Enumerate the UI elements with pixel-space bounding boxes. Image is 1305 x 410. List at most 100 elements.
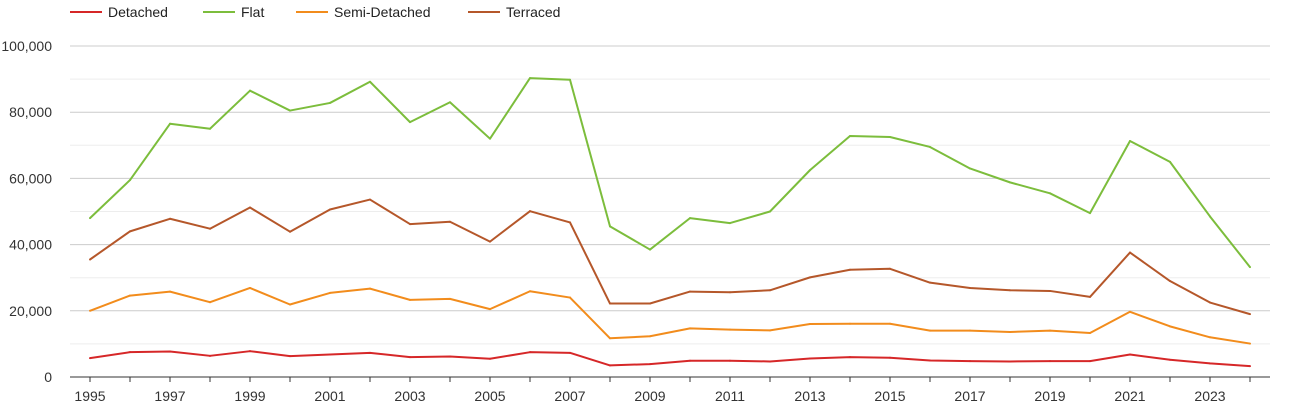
data-point [689, 290, 691, 293]
data-point [169, 122, 171, 125]
data-point [1009, 330, 1011, 333]
data-point [129, 294, 131, 297]
data-point [489, 240, 491, 243]
x-tick-label: 2017 [954, 388, 985, 404]
data-point [529, 351, 531, 354]
series-line [89, 77, 1251, 268]
data-point [809, 323, 811, 326]
data-point [289, 109, 291, 112]
data-point [609, 337, 611, 340]
x-tick-label: 1997 [154, 388, 185, 404]
legend-item: Semi-Detached [296, 4, 431, 20]
data-point [369, 351, 371, 354]
data-point [889, 322, 891, 325]
data-point [809, 357, 811, 360]
data-point [89, 217, 91, 220]
data-point [929, 359, 931, 362]
data-point [809, 276, 811, 279]
data-point [169, 290, 171, 293]
data-point [89, 309, 91, 312]
data-point [609, 302, 611, 305]
data-point [849, 135, 851, 138]
data-point [329, 353, 331, 356]
data-point [889, 136, 891, 139]
data-point [649, 363, 651, 366]
data-point [129, 179, 131, 182]
data-point [769, 329, 771, 332]
series-line [89, 350, 1251, 368]
data-point [649, 248, 651, 251]
data-point [969, 286, 971, 289]
legend-label: Flat [241, 4, 264, 20]
data-point [1009, 289, 1011, 292]
data-point [1249, 365, 1251, 368]
data-point [289, 230, 291, 233]
data-point [649, 335, 651, 338]
data-point [369, 198, 371, 201]
data-point [729, 328, 731, 331]
x-tick-label: 2007 [554, 388, 585, 404]
data-point [89, 258, 91, 261]
data-point [569, 351, 571, 354]
series-flat [89, 77, 1251, 269]
data-point [1249, 313, 1251, 316]
x-tick-label: 2005 [474, 388, 505, 404]
data-point [409, 223, 411, 226]
data-point [209, 354, 211, 357]
data-point [249, 206, 251, 209]
data-point [929, 329, 931, 332]
x-tick-label: 2013 [794, 388, 825, 404]
data-point [969, 360, 971, 363]
y-tick-label: 60,000 [9, 170, 52, 186]
data-point [1209, 336, 1211, 339]
data-point [329, 208, 331, 211]
data-point [409, 356, 411, 359]
x-tick-label: 2003 [394, 388, 425, 404]
data-point [369, 287, 371, 290]
data-point [849, 268, 851, 271]
data-point [1089, 360, 1091, 363]
y-tick-label: 0 [44, 369, 52, 385]
x-tick-label: 1999 [234, 388, 265, 404]
data-point [929, 281, 931, 284]
data-point [1169, 325, 1171, 328]
data-point [1249, 266, 1251, 269]
data-point [129, 230, 131, 233]
data-point [1209, 301, 1211, 304]
data-point [449, 355, 451, 358]
data-point [1089, 331, 1091, 334]
data-point [1049, 289, 1051, 292]
series-lines [89, 77, 1251, 368]
data-point [689, 359, 691, 362]
data-point [969, 329, 971, 332]
axes: 0 20,000 40,000 60,000 80,000 100,000 1995 1997… [1, 38, 1270, 404]
data-point [449, 101, 451, 104]
data-point [609, 364, 611, 367]
data-point [1129, 251, 1131, 254]
legend-item: Flat [203, 4, 264, 20]
data-point [529, 290, 531, 293]
data-point [849, 356, 851, 359]
data-point [1129, 310, 1131, 313]
data-point [649, 302, 651, 305]
data-point [409, 121, 411, 124]
data-point [1049, 192, 1051, 195]
data-point [329, 101, 331, 104]
data-point [769, 210, 771, 213]
data-point [769, 360, 771, 363]
data-point [449, 297, 451, 300]
data-point [369, 80, 371, 83]
data-point [449, 220, 451, 223]
x-tick-label: 2011 [715, 388, 745, 404]
data-point [1049, 360, 1051, 363]
legend-label: Detached [108, 4, 168, 20]
data-point [1249, 342, 1251, 345]
x-tick-label: 2001 [314, 388, 345, 404]
y-tick-label: 100,000 [1, 38, 52, 54]
data-point [729, 222, 731, 225]
data-point [809, 169, 811, 172]
x-tick-label: 2019 [1034, 388, 1065, 404]
data-point [889, 356, 891, 359]
data-point [1089, 212, 1091, 215]
data-point [209, 301, 211, 304]
